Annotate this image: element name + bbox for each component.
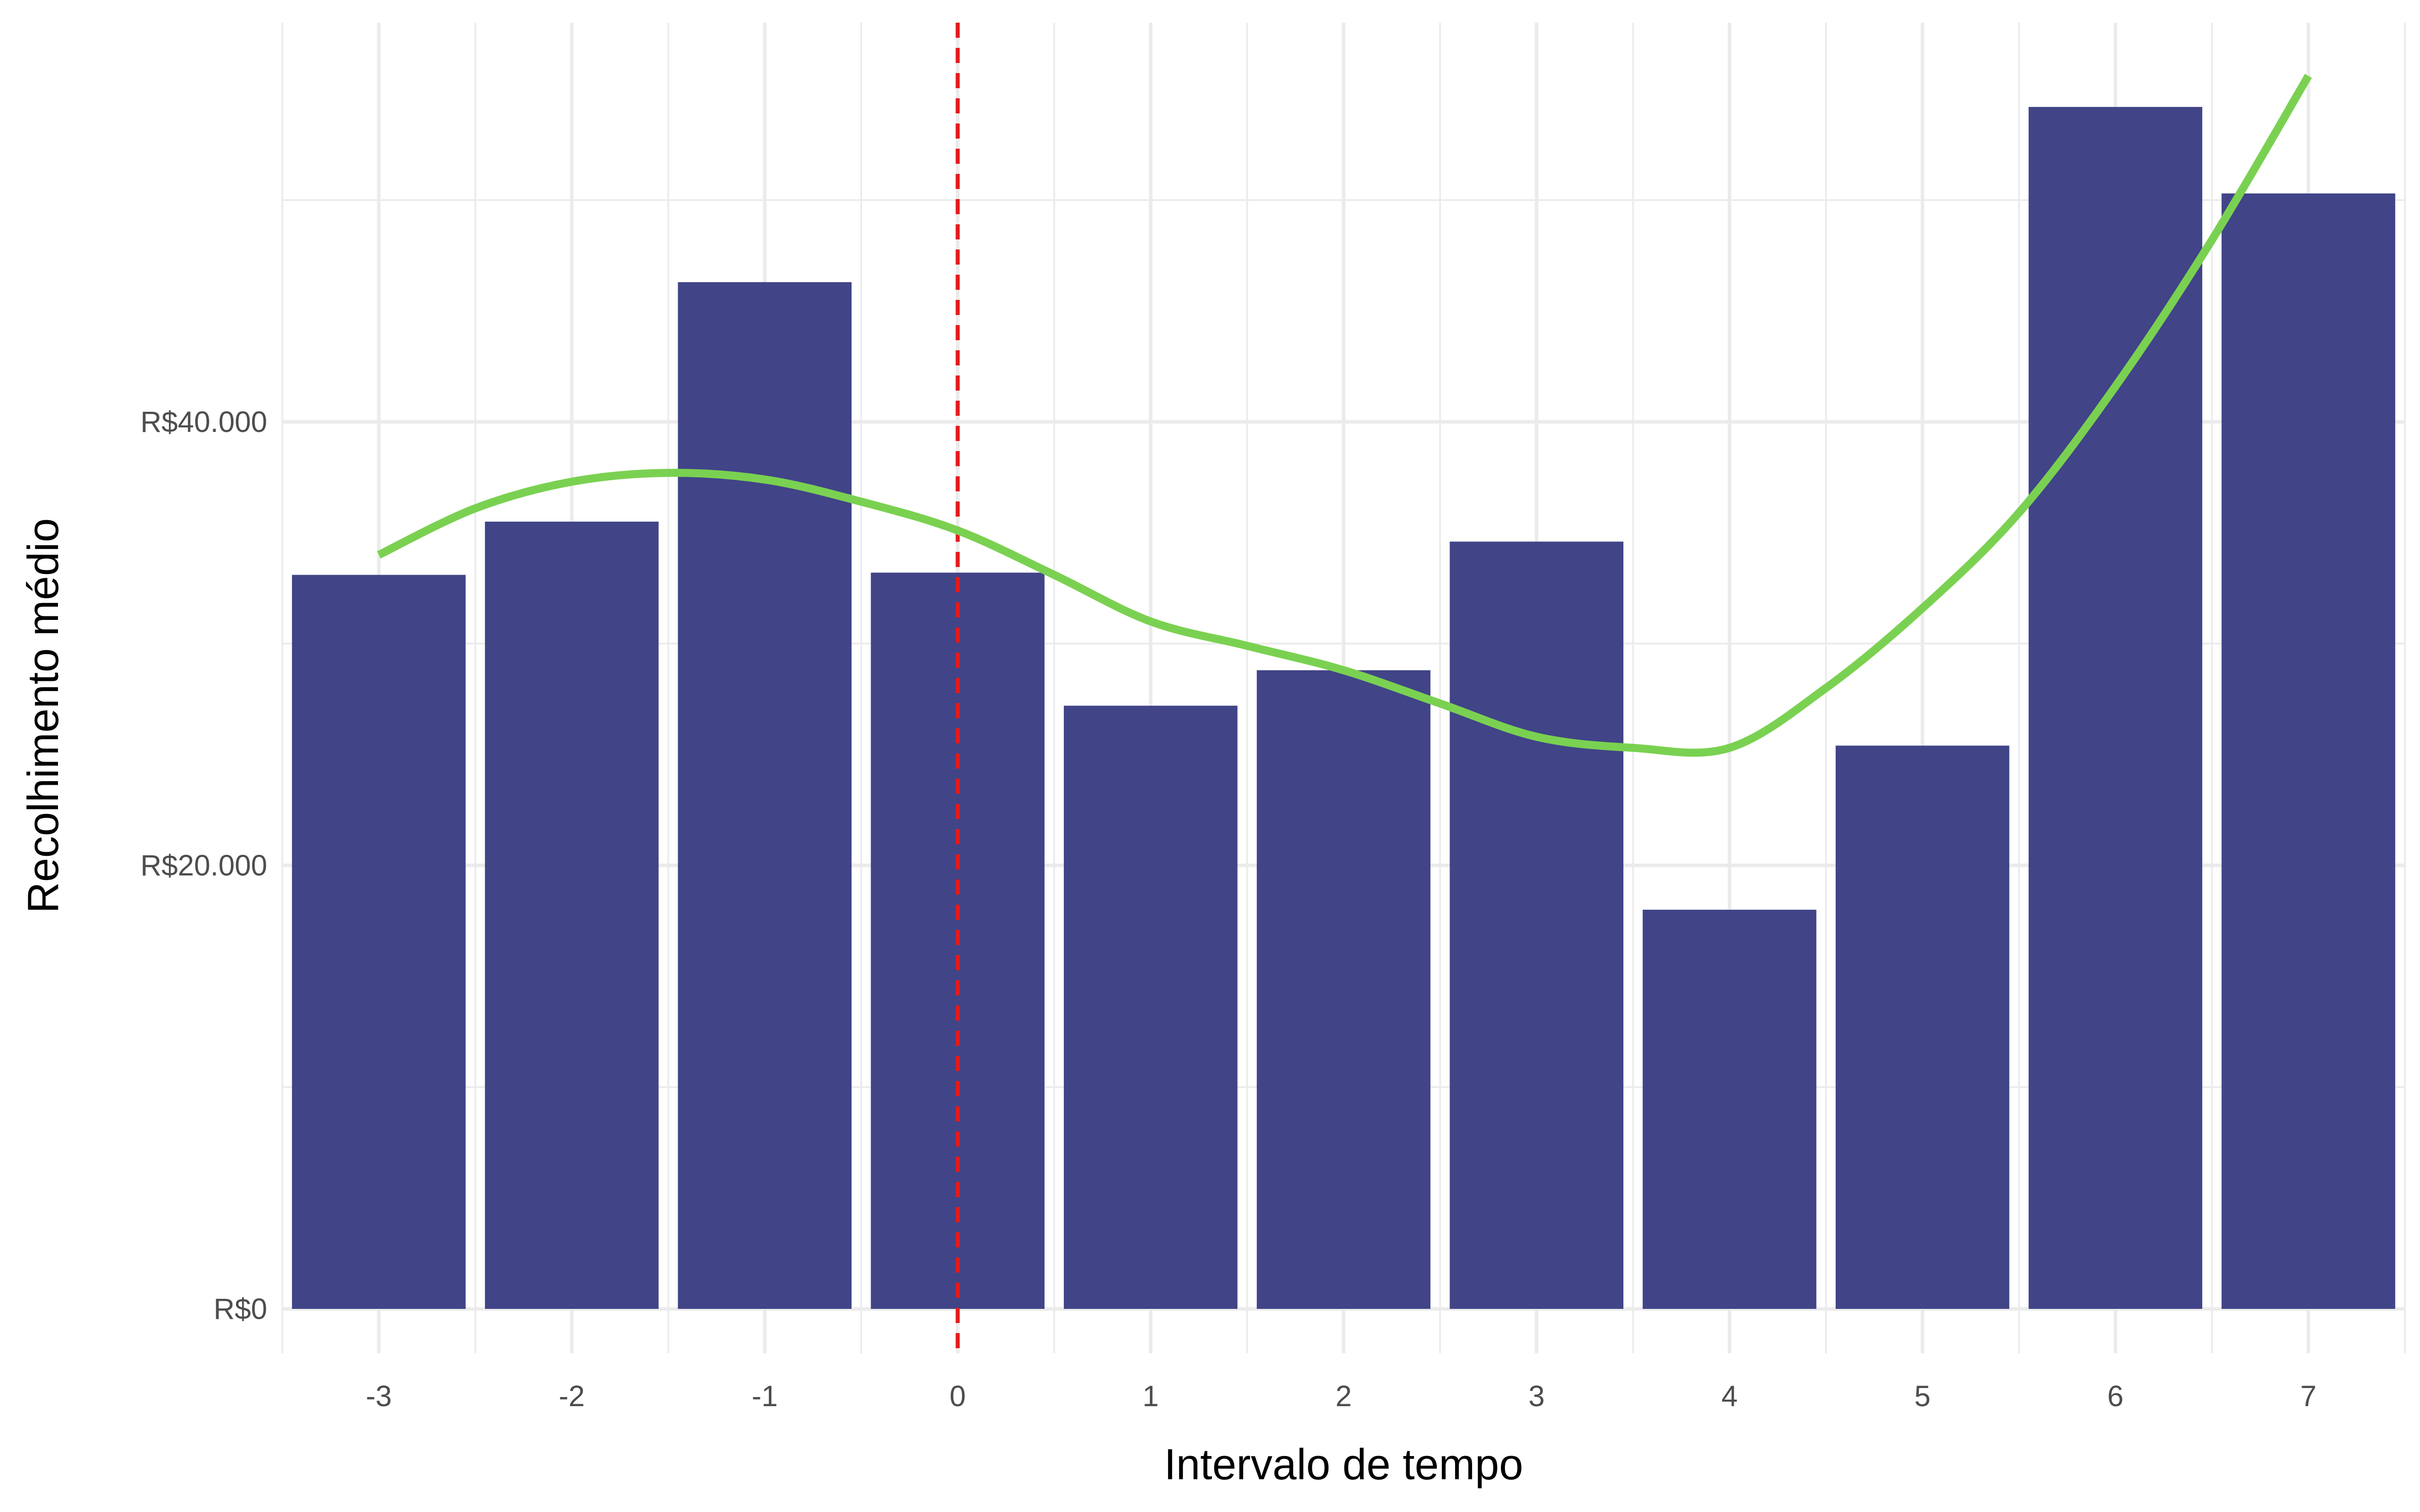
bar <box>2221 193 2395 1309</box>
bar <box>1835 745 2010 1309</box>
x-tick-label: -2 <box>559 1380 585 1413</box>
trend-line <box>377 74 2312 757</box>
x-tick-label: 4 <box>1721 1380 1737 1413</box>
x-tick-label: 0 <box>949 1380 965 1413</box>
x-tick-label: -3 <box>366 1380 392 1413</box>
x-tick-label: 7 <box>2301 1380 2317 1413</box>
y-tick-label: R$40.000 <box>140 406 267 438</box>
bar <box>485 522 659 1309</box>
y-axis-title: Recolhimento médio <box>19 518 68 913</box>
bar <box>1064 706 1238 1309</box>
x-axis-title: Intervalo de tempo <box>1164 1440 1523 1489</box>
bar <box>1449 541 1623 1309</box>
lines <box>377 23 2312 1353</box>
bars <box>292 107 2395 1309</box>
bar <box>1256 670 1431 1309</box>
x-tick-label: 6 <box>2107 1380 2124 1413</box>
bar <box>678 282 852 1309</box>
y-tick-label: R$20.000 <box>140 849 267 882</box>
x-tick-label: -1 <box>752 1380 778 1413</box>
tick-labels: R$0 R$20.000 R$40.000 -3 -2 -1 0 1 2 3 4 5 6 7 <box>140 406 2316 1413</box>
bar <box>2028 107 2203 1309</box>
x-tick-label: 1 <box>1142 1380 1159 1413</box>
bar <box>1643 910 1817 1309</box>
y-tick-label: R$0 <box>214 1293 267 1326</box>
x-tick-label: 2 <box>1336 1380 1352 1413</box>
bar <box>292 575 466 1309</box>
x-tick-label: 5 <box>1914 1380 1930 1413</box>
x-tick-label: 3 <box>1529 1380 1545 1413</box>
